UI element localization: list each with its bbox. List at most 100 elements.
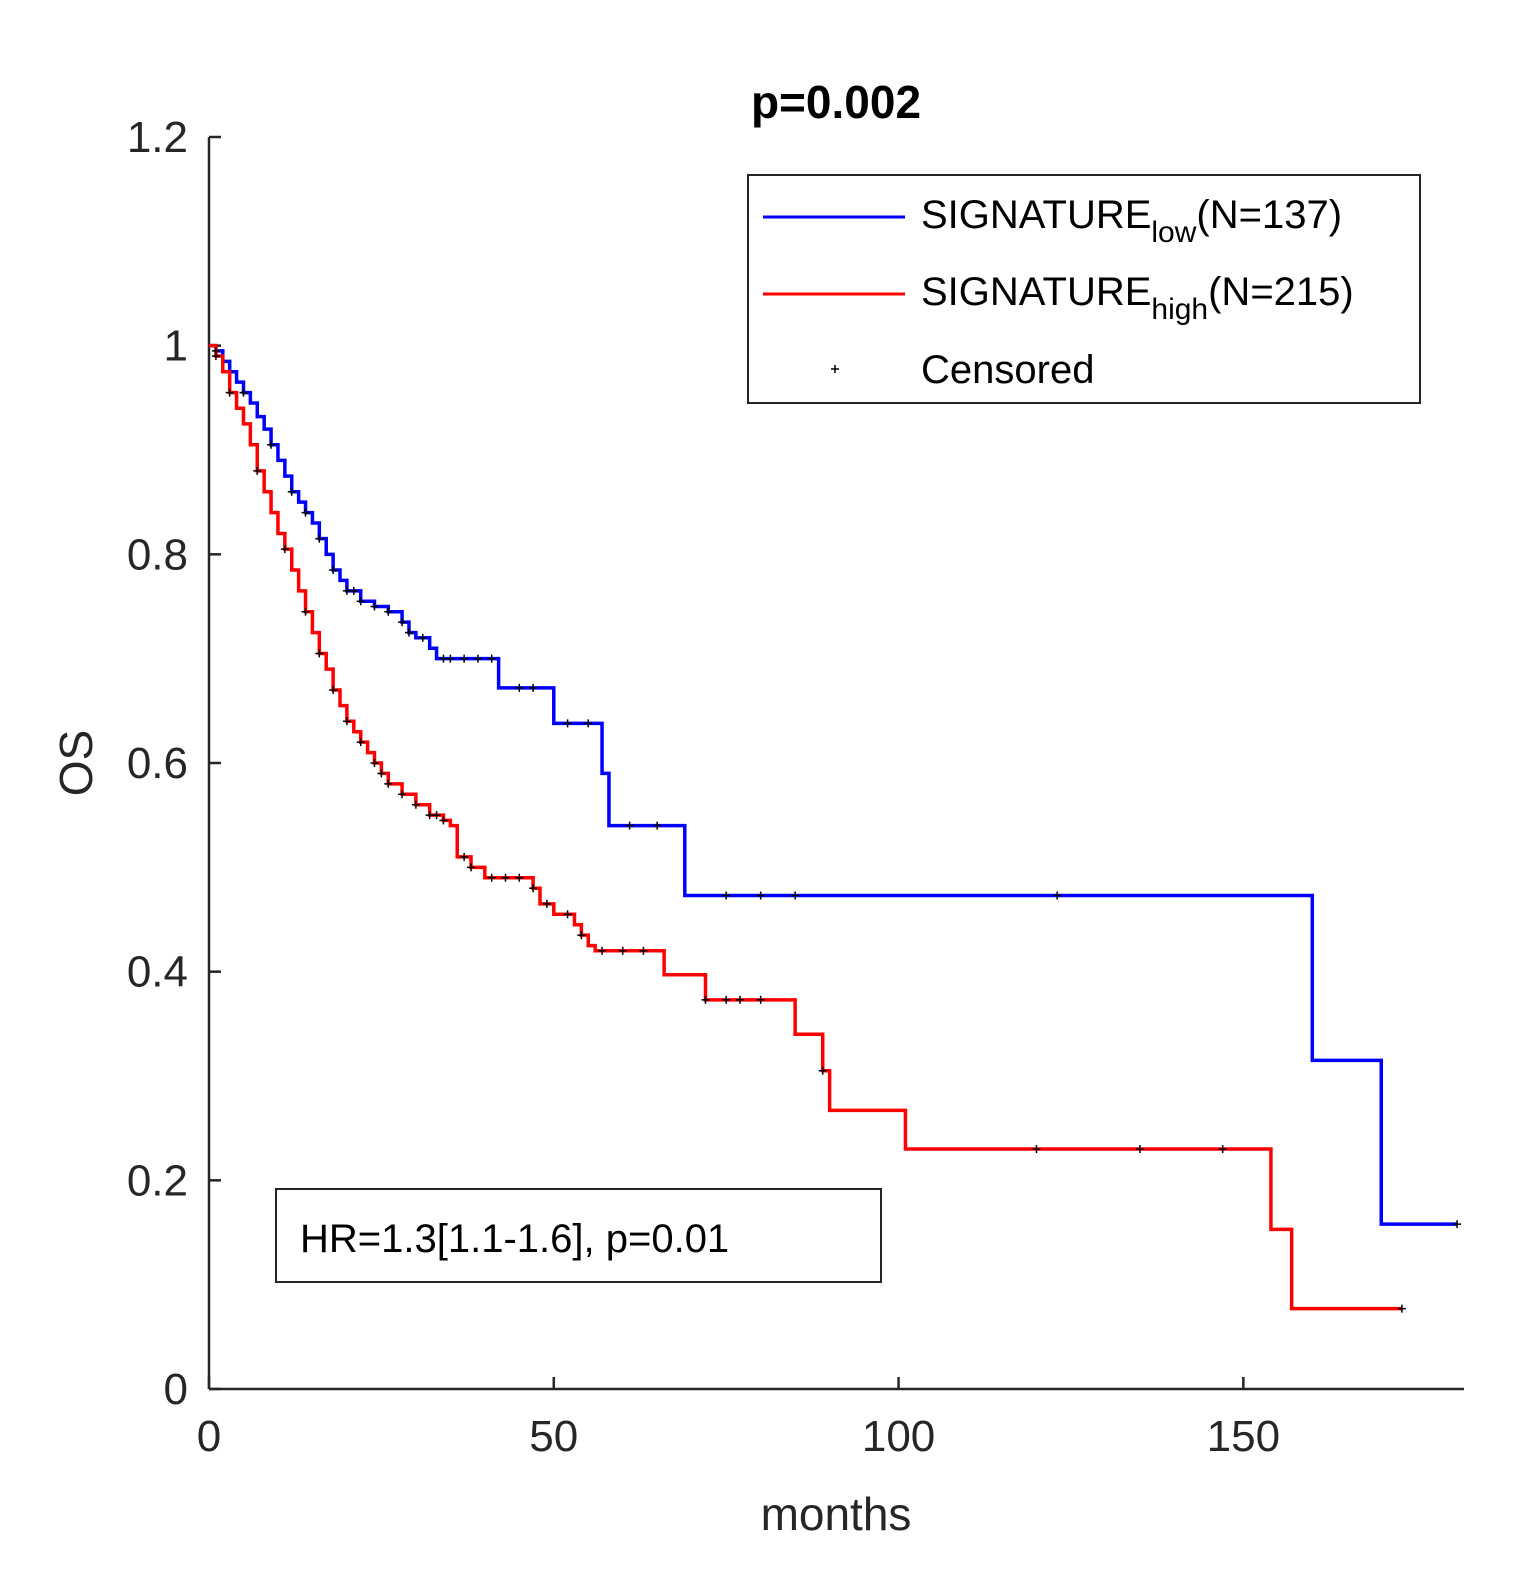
censored-mark-high xyxy=(211,352,220,361)
censored-mark-high xyxy=(329,685,338,694)
censored-mark-low xyxy=(460,654,469,663)
censored-mark-low xyxy=(756,891,765,900)
censored-mark-high xyxy=(432,811,441,820)
censored-mark-high xyxy=(356,738,365,747)
hr-annotation-text: HR=1.3[1.1-1.6], p=0.01 xyxy=(300,1217,729,1261)
legend-label-censored: Censored xyxy=(921,348,1094,392)
x-tick-label: 150 xyxy=(1207,1412,1280,1461)
censored-mark-low xyxy=(563,719,572,728)
censored-mark-high xyxy=(370,759,379,767)
legend: SIGNATURElow(N=137) SIGNATUREhigh(N=215)… xyxy=(747,174,1421,404)
legend-low-suffix: (N=137) xyxy=(1196,193,1342,237)
censored-mark-high xyxy=(411,800,420,809)
censored-mark-low xyxy=(418,633,427,642)
legend-label-low: SIGNATURElow(N=137) xyxy=(921,193,1342,249)
y-ticks: 0 0.2 0.4 0.6 0.8 1 1.2 xyxy=(127,113,221,1414)
x-axis-title: months xyxy=(761,1488,912,1540)
censored-mark-high xyxy=(563,910,572,919)
censored-mark-low xyxy=(722,891,731,900)
censored-mark-low xyxy=(301,508,310,517)
y-tick-label: 1.2 xyxy=(127,113,188,162)
censored-mark-high xyxy=(1218,1145,1227,1154)
censored-mark-high xyxy=(377,769,386,778)
censored-mark-high xyxy=(315,649,324,658)
y-tick-label: 0.4 xyxy=(127,948,188,997)
legend-low-sub: low xyxy=(1151,216,1196,249)
censored-mark-high xyxy=(701,995,710,1004)
survival-curves xyxy=(209,343,1458,1311)
censored-mark-high xyxy=(1032,1145,1041,1154)
legend-censored-marker xyxy=(831,365,839,373)
censored-mark-high xyxy=(384,779,393,788)
censored-mark-high xyxy=(818,1066,827,1075)
censored-mark-low xyxy=(287,487,296,496)
censored-mark-high xyxy=(425,811,434,820)
censored-mark-low xyxy=(439,654,448,663)
censored-mark-low xyxy=(349,586,358,595)
censored-mark-high xyxy=(1135,1145,1144,1154)
censored-marks xyxy=(211,346,1462,1313)
censored-mark-low xyxy=(473,654,482,663)
censored-mark-high xyxy=(639,946,648,955)
legend-high-suffix: (N=215) xyxy=(1208,270,1354,314)
legend-label-high: SIGNATUREhigh(N=215) xyxy=(921,270,1354,326)
censored-mark-low xyxy=(239,388,248,397)
censored-mark-high xyxy=(280,545,289,554)
legend-box xyxy=(747,174,1421,404)
censored-mark-high xyxy=(722,995,731,1004)
censored-mark-high xyxy=(515,873,524,882)
censored-mark-high xyxy=(501,873,510,882)
hr-annotation: HR=1.3[1.1-1.6], p=0.01 xyxy=(275,1188,882,1283)
series-line-low xyxy=(209,343,1458,1226)
y-tick-label: 0 xyxy=(164,1365,188,1414)
y-tick-label: 0.8 xyxy=(127,530,188,579)
censored-mark-low xyxy=(584,719,593,728)
censored-mark-low xyxy=(653,821,662,830)
censored-mark-high xyxy=(542,899,551,908)
censored-mark-low xyxy=(1453,1220,1462,1229)
censored-mark-high xyxy=(342,717,351,726)
hr-annotation-box xyxy=(275,1188,882,1283)
censored-mark-high xyxy=(577,931,586,940)
x-tick-label: 0 xyxy=(197,1412,221,1461)
censored-mark-low xyxy=(398,618,407,627)
censored-mark-high xyxy=(487,873,496,882)
censored-mark-high xyxy=(439,816,448,825)
censored-mark-low xyxy=(370,602,379,611)
censored-mark-high xyxy=(301,607,310,616)
censored-mark-low xyxy=(329,565,338,574)
censored-mark-low xyxy=(356,597,365,606)
censored-mark-low xyxy=(1053,891,1062,900)
censored-mark-high xyxy=(225,388,234,397)
censored-mark-low xyxy=(404,628,413,637)
x-tick-label: 50 xyxy=(529,1412,578,1461)
axes: 0 0.2 0.4 0.6 0.8 1 1.2 0 50 100 150 xyxy=(127,113,1464,1461)
chart-title: p=0.002 xyxy=(751,76,921,128)
y-tick-label: 1 xyxy=(164,322,188,371)
censored-mark-high xyxy=(529,884,538,893)
censored-mark-high xyxy=(398,790,407,799)
y-axis-title: OS xyxy=(50,730,102,796)
series-line-high xyxy=(209,343,1402,1311)
censored-mark-high xyxy=(1397,1304,1406,1313)
censored-mark-high xyxy=(735,995,744,1004)
censored-mark-high xyxy=(460,852,469,861)
censored-mark-low xyxy=(529,683,538,692)
x-tick-label: 100 xyxy=(862,1412,935,1461)
y-tick-label: 0.6 xyxy=(127,739,188,788)
censored-mark-high xyxy=(598,946,607,955)
censored-mark-low xyxy=(625,821,634,830)
y-tick-label: 0.2 xyxy=(127,1156,188,1205)
censored-mark-high xyxy=(756,995,765,1004)
legend-high-sub: high xyxy=(1151,293,1208,326)
censored-mark-low xyxy=(446,654,455,663)
censored-mark-high xyxy=(467,863,476,872)
censored-mark-high xyxy=(253,466,262,475)
censored-mark-low xyxy=(487,654,496,663)
censored-mark-low xyxy=(515,683,524,692)
legend-low-main: SIGNATURE xyxy=(921,193,1151,237)
censored-mark-low xyxy=(384,607,393,616)
censored-mark-high xyxy=(618,946,627,955)
x-ticks: 0 50 100 150 xyxy=(197,1377,1280,1461)
